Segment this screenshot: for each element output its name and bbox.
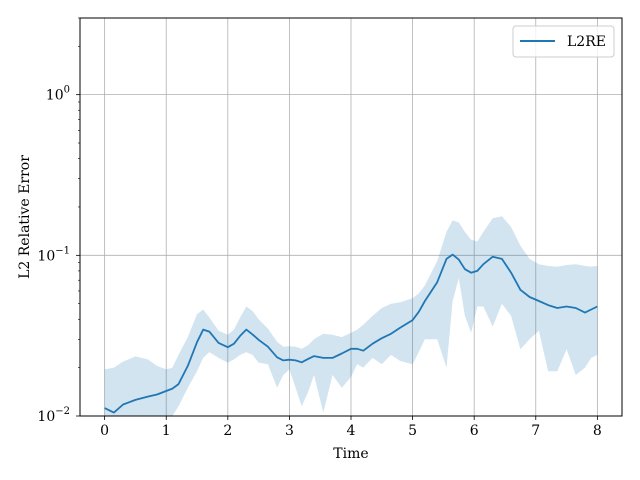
series-line-l2re — [104, 253, 598, 414]
x-tick-label: 5 — [408, 423, 417, 439]
x-tick-label: 7 — [531, 423, 540, 439]
y-tick-label: 10−1 — [37, 245, 70, 264]
y-axis: 10−2 10−1 100 — [37, 17, 80, 425]
legend: L2RE — [512, 25, 615, 58]
error-band — [104, 216, 598, 416]
x-axis: 0 1 2 3 4 5 6 7 8 — [100, 416, 602, 439]
x-tick-label: 4 — [347, 423, 356, 439]
x-tick-label: 8 — [593, 423, 602, 439]
x-tick-label: 1 — [162, 423, 171, 439]
x-tick-label: 2 — [223, 423, 232, 439]
legend-box — [512, 25, 615, 58]
x-tick-label: 6 — [470, 423, 479, 439]
x-tick-label: 3 — [285, 423, 294, 439]
x-axis-label: Time — [333, 446, 368, 462]
x-tick-label: 0 — [100, 423, 109, 439]
y-tick-label: 100 — [46, 85, 70, 104]
legend-label-l2re: L2RE — [567, 34, 606, 50]
y-tick-label: 10−2 — [37, 406, 70, 425]
y-axis-label: L2 Relative Error — [17, 155, 33, 279]
